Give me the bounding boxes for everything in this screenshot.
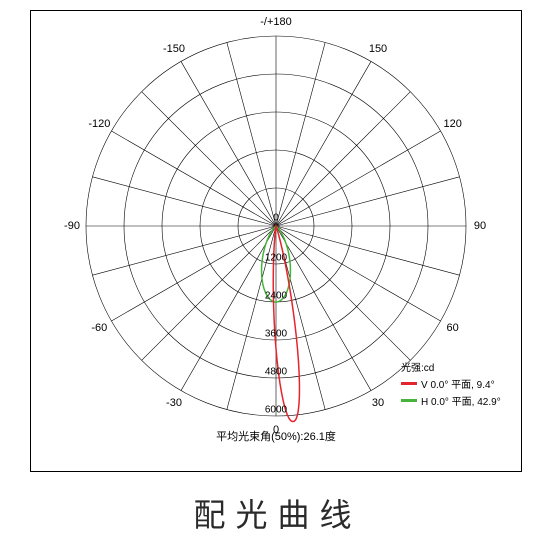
ring-label: 2400 <box>265 291 287 302</box>
legend: 光强:cd V 0.0° 平面, 9.4° H 0.0° 平面, 42.9° <box>401 359 501 408</box>
ring-label: 6000 <box>265 405 287 416</box>
angle-label: 120 <box>443 118 461 130</box>
angle-label: -120 <box>88 118 110 130</box>
footer-note: 平均光束角(50%):26.1度 <box>216 428 336 444</box>
angle-label: 90 <box>474 220 486 232</box>
legend-swatch <box>401 382 417 385</box>
chart-frame: -150-120-90-60-300306090120150-/+1800120… <box>30 10 522 472</box>
ring-label: 3600 <box>265 329 287 340</box>
legend-row: V 0.0° 平面, 9.4° <box>401 376 501 391</box>
angle-label: -60 <box>91 322 107 334</box>
legend-label: H 0.0° 平面, 42.9° <box>421 393 501 408</box>
legend-title: 光强:cd <box>401 359 501 374</box>
ring-label: 0 <box>273 213 279 224</box>
angle-label: -30 <box>166 397 182 409</box>
angle-label: 30 <box>372 397 384 409</box>
angle-label: -150 <box>163 43 185 55</box>
legend-label: V 0.0° 平面, 9.4° <box>421 376 495 391</box>
ring-label: 4800 <box>265 367 287 378</box>
angle-label-top: -/+180 <box>260 16 292 28</box>
angle-label: 150 <box>369 43 387 55</box>
ring-label: 1200 <box>265 253 287 264</box>
legend-row: H 0.0° 平面, 42.9° <box>401 393 501 408</box>
chart-title: 配光曲线 <box>0 490 555 536</box>
angle-label: -90 <box>64 220 80 232</box>
legend-swatch <box>401 399 417 402</box>
angle-label: 60 <box>447 322 459 334</box>
